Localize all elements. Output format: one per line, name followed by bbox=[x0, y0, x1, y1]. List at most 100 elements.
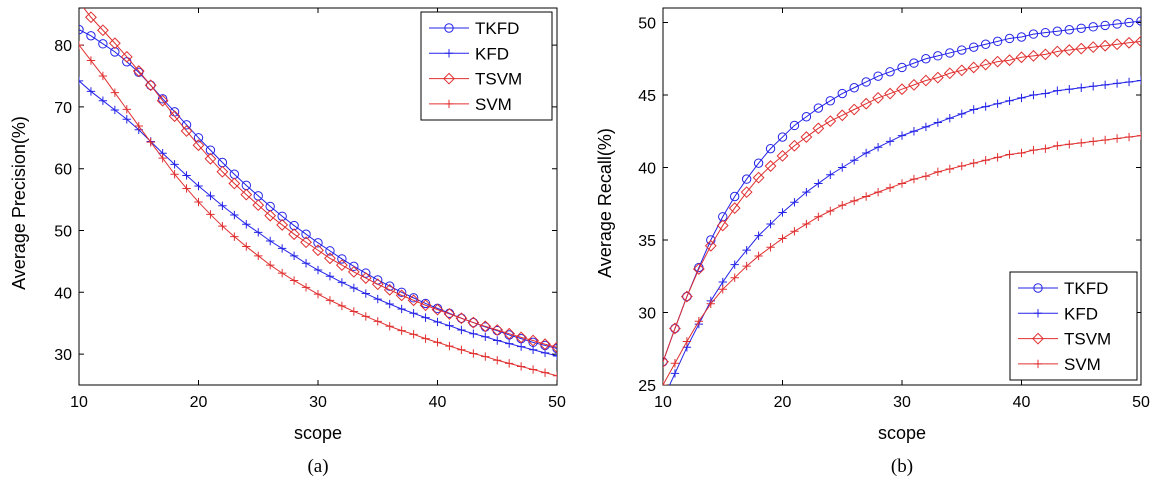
data-point-tsvm bbox=[1027, 49, 1040, 62]
data-point-tsvm bbox=[503, 327, 516, 340]
data-point-kfd bbox=[421, 313, 430, 322]
data-point-tsvm bbox=[824, 115, 837, 128]
y-tick-label-b: 45 bbox=[638, 88, 656, 105]
data-point-tkfd bbox=[663, 357, 668, 367]
data-point-svm bbox=[242, 242, 251, 251]
data-point-kfd bbox=[552, 351, 557, 361]
data-point-svm bbox=[540, 368, 550, 377]
data-point-kfd bbox=[337, 278, 347, 287]
data-point-svm bbox=[158, 153, 167, 163]
x-tick-label-b: 40 bbox=[1013, 394, 1031, 411]
legend-marker-svm bbox=[1033, 359, 1043, 369]
x-tick-label-a: 40 bbox=[429, 394, 447, 411]
data-point-tkfd bbox=[1088, 22, 1098, 32]
data-point-svm bbox=[1112, 134, 1122, 143]
data-point-tkfd bbox=[1064, 25, 1075, 35]
data-point-tsvm bbox=[896, 83, 908, 96]
y-axis-label-b: Average Recall(%) bbox=[595, 128, 615, 278]
legend-label-tsvm: TSVM bbox=[1064, 330, 1111, 349]
data-point-kfd bbox=[814, 179, 823, 188]
data-point-tsvm bbox=[1075, 42, 1088, 55]
data-point-tkfd bbox=[79, 24, 84, 35]
data-point-tsvm bbox=[74, 0, 84, 7]
data-point-kfd bbox=[1124, 77, 1134, 87]
data-point-tkfd bbox=[468, 317, 479, 328]
data-point-tkfd bbox=[980, 39, 991, 49]
data-point-tkfd bbox=[325, 246, 335, 256]
data-point-tsvm bbox=[347, 265, 360, 278]
data-point-svm bbox=[706, 299, 715, 308]
data-point-tsvm bbox=[491, 324, 504, 336]
data-point-svm bbox=[754, 251, 763, 261]
data-point-kfd bbox=[742, 245, 751, 255]
data-point-tsvm bbox=[931, 71, 944, 84]
data-point-tkfd bbox=[98, 39, 108, 49]
data-point-kfd bbox=[873, 143, 883, 152]
data-point-kfd bbox=[457, 325, 466, 335]
data-point-tsvm bbox=[872, 91, 885, 104]
data-point-tkfd bbox=[706, 235, 716, 245]
legend-b: TKFD KFD TSVM SVM bbox=[1009, 271, 1138, 381]
data-point-kfd bbox=[921, 122, 931, 132]
data-point-kfd bbox=[826, 170, 835, 179]
data-point-kfd bbox=[957, 109, 966, 119]
legend-label-kfd: KFD bbox=[1064, 304, 1098, 323]
x-tick-label-a: 50 bbox=[548, 394, 566, 411]
data-point-kfd bbox=[289, 251, 299, 261]
data-point-svm bbox=[933, 167, 943, 177]
caption-b: (b) bbox=[891, 456, 913, 477]
data-point-kfd bbox=[194, 181, 203, 191]
data-point-tkfd bbox=[682, 291, 692, 302]
data-point-tkfd bbox=[873, 71, 883, 81]
data-point-svm bbox=[1100, 135, 1110, 145]
data-point-tsvm bbox=[1135, 35, 1141, 48]
x-tick-label-a: 30 bbox=[309, 394, 327, 411]
data-point-tkfd bbox=[1112, 19, 1122, 29]
data-point-svm bbox=[361, 312, 370, 321]
data-point-svm bbox=[433, 338, 442, 347]
data-point-kfd bbox=[373, 294, 382, 304]
data-point-svm bbox=[1017, 148, 1026, 158]
data-point-tsvm bbox=[168, 110, 181, 123]
y-tick-label-b: 25 bbox=[638, 378, 656, 395]
data-point-svm bbox=[1077, 138, 1086, 148]
data-point-tsvm bbox=[764, 160, 777, 172]
data-point-kfd bbox=[242, 220, 251, 229]
data-point-tsvm bbox=[955, 64, 968, 77]
data-point-svm bbox=[1065, 140, 1074, 149]
data-point-svm bbox=[409, 330, 418, 339]
data-point-tsvm bbox=[120, 50, 133, 63]
data-point-kfd bbox=[945, 114, 954, 123]
data-point-kfd bbox=[433, 317, 442, 327]
x-tick-label-a: 20 bbox=[190, 394, 208, 411]
x-axis-label-a: scope bbox=[294, 423, 342, 443]
data-point-kfd bbox=[206, 191, 215, 201]
data-point-tkfd bbox=[1136, 16, 1141, 26]
data-point-tsvm bbox=[539, 338, 551, 351]
data-point-tkfd bbox=[813, 103, 824, 113]
data-point-tsvm bbox=[479, 320, 492, 333]
data-point-svm bbox=[277, 268, 287, 278]
data-point-tkfd bbox=[408, 293, 419, 303]
data-point-svm bbox=[921, 172, 931, 181]
y-tick-label-a: 70 bbox=[54, 100, 72, 117]
data-point-tsvm bbox=[551, 341, 557, 354]
data-point-tsvm bbox=[419, 299, 432, 312]
data-point-kfd bbox=[445, 321, 454, 330]
legend-marker-tsvm bbox=[443, 72, 455, 85]
data-point-tsvm bbox=[108, 37, 121, 50]
x-tick-label-a: 10 bbox=[70, 394, 88, 411]
data-point-kfd bbox=[277, 244, 287, 253]
data-point-tsvm bbox=[860, 97, 873, 110]
data-point-svm bbox=[397, 326, 406, 335]
data-point-tsvm bbox=[716, 219, 729, 232]
x-tick-label-b: 10 bbox=[654, 394, 672, 411]
legend-marker-kfd bbox=[444, 49, 454, 58]
data-point-kfd bbox=[1089, 82, 1098, 91]
x-tick-label-b: 50 bbox=[1132, 394, 1150, 411]
data-point-tsvm bbox=[1051, 45, 1064, 58]
data-point-tsvm bbox=[144, 79, 157, 92]
data-point-tsvm bbox=[919, 74, 932, 87]
data-point-tsvm bbox=[96, 24, 109, 37]
legend-marker-kfd bbox=[1033, 309, 1043, 318]
